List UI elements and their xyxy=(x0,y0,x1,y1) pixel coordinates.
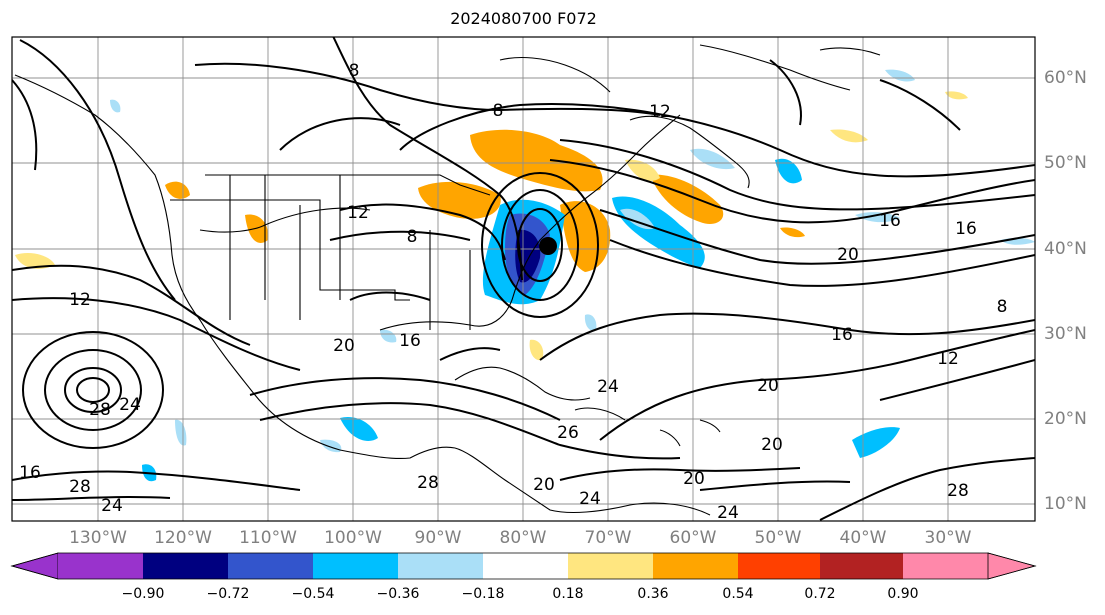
contour-label: 28 xyxy=(89,400,111,420)
colorbar-tick-label: −0.72 xyxy=(206,586,250,602)
contour-label: 8 xyxy=(407,227,418,247)
contour-label: 12 xyxy=(649,102,671,122)
contour-label: 12 xyxy=(347,203,369,223)
colorbar-segment xyxy=(483,553,568,579)
colorbar-tick-label: 0.18 xyxy=(552,586,584,602)
contour-label: 24 xyxy=(101,496,123,516)
lon-label: 120°W xyxy=(154,528,212,548)
plot-title: 2024080700 F072 xyxy=(450,9,597,28)
contour-labels: 8 8 8 12 12 16 16 16 20 20 20 24 24 28 2… xyxy=(19,61,1007,523)
contour-label: 20 xyxy=(683,469,705,489)
contour-label: 20 xyxy=(533,475,555,495)
colorbar-segment xyxy=(58,553,143,579)
colorbar-tick-label: −0.54 xyxy=(291,586,335,602)
lon-label: 130°W xyxy=(69,528,127,548)
contour-label: 16 xyxy=(831,325,853,345)
contour-label: 20 xyxy=(333,336,355,356)
colorbar-tick-label: 0.90 xyxy=(887,586,919,602)
lon-label: 90°W xyxy=(414,528,462,548)
contour-label: 16 xyxy=(879,211,901,231)
colorbar-outline xyxy=(10,552,1037,580)
contour-label: 12 xyxy=(69,290,91,310)
colorbar-segment xyxy=(228,553,313,579)
colorbar-tick-label: 0.36 xyxy=(637,586,669,602)
contour-label: 24 xyxy=(579,489,601,509)
contour-label: 28 xyxy=(69,477,91,497)
contour-label: 28 xyxy=(947,481,969,501)
colorbar-segment xyxy=(903,553,988,579)
lat-label: 50°N xyxy=(1044,153,1087,173)
lat-label: 30°N xyxy=(1044,324,1087,344)
contour-label: 16 xyxy=(19,463,41,483)
lon-label: 50°W xyxy=(754,528,802,548)
contour-label: 26 xyxy=(557,423,579,443)
colorbar-segment xyxy=(143,553,228,579)
lon-label: 60°W xyxy=(669,528,717,548)
contour-label: 20 xyxy=(761,435,783,455)
contour-label: 24 xyxy=(119,395,141,415)
colorbar-segment xyxy=(653,553,738,579)
graticule xyxy=(12,37,1035,521)
colorbar-segment xyxy=(398,553,483,579)
lon-label: 80°W xyxy=(499,528,547,548)
contour-label: 16 xyxy=(399,331,421,351)
colorbar-segment xyxy=(820,553,903,579)
colorbar-segment xyxy=(313,553,398,579)
colorbar-tick-label: −0.90 xyxy=(121,586,165,602)
lon-label: 110°W xyxy=(239,528,297,548)
contour-label: 8 xyxy=(997,297,1008,317)
colorbar-tick-label: −0.36 xyxy=(376,586,420,602)
lon-label: 70°W xyxy=(584,528,632,548)
colorbar-tick-label: 0.54 xyxy=(722,586,754,602)
contour-label: 20 xyxy=(757,376,779,396)
contour-label: 24 xyxy=(597,377,619,397)
colorbar-extend-max xyxy=(987,552,1037,580)
lon-label: 40°W xyxy=(839,528,887,548)
low-center-marker xyxy=(539,237,557,255)
colorbar-segment xyxy=(738,553,820,579)
lat-label: 20°N xyxy=(1044,409,1087,429)
lat-label: 40°N xyxy=(1044,239,1087,259)
lat-label: 60°N xyxy=(1044,68,1087,88)
colorbar-tick-label: −0.18 xyxy=(461,586,505,602)
contour-label: 8 xyxy=(493,101,504,121)
coastlines xyxy=(14,44,881,516)
colorbar-extend-min xyxy=(10,552,59,580)
height-contours xyxy=(12,37,1035,521)
contour-label: 20 xyxy=(837,245,859,265)
colorbar-segment xyxy=(568,553,653,579)
contour-label: 8 xyxy=(349,61,360,81)
lon-label: 100°W xyxy=(324,528,382,548)
colorbar-tick-label: 0.72 xyxy=(804,586,836,602)
lon-label: 30°W xyxy=(924,528,972,548)
contour-label: 16 xyxy=(955,219,977,239)
lat-label: 10°N xyxy=(1044,494,1087,514)
map-frame xyxy=(11,36,1036,522)
contour-label: 12 xyxy=(937,349,959,369)
colorbar xyxy=(10,552,1037,580)
contour-label: 28 xyxy=(417,473,439,493)
contour-label: 24 xyxy=(717,503,739,523)
